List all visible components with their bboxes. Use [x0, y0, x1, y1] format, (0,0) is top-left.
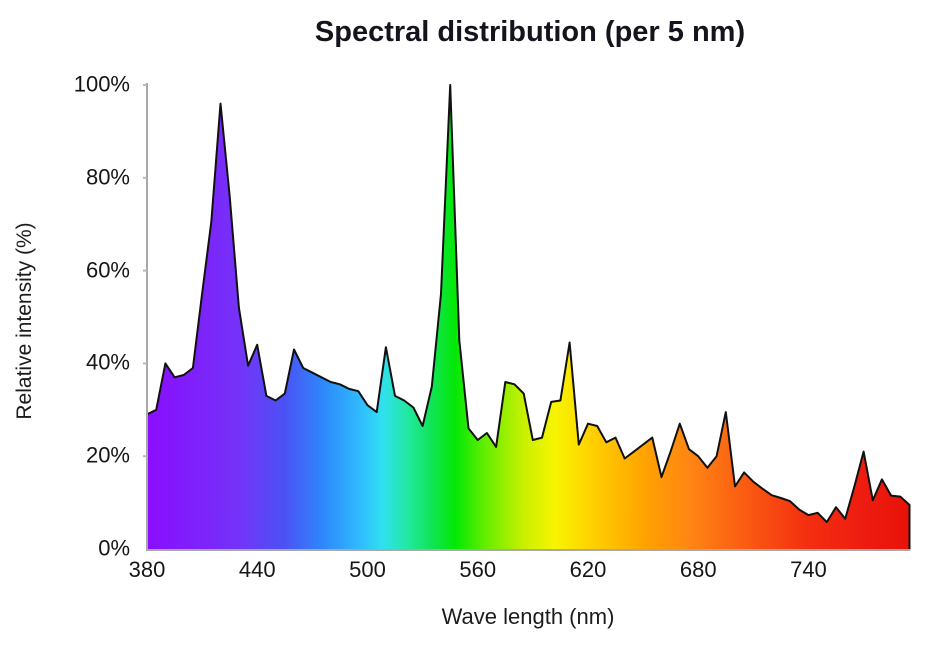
- spectral-outline: [146, 84, 911, 550]
- y-tick-label: 0%: [98, 535, 130, 561]
- y-tick-label: 40%: [85, 349, 130, 375]
- x-axis-title: Wave length (nm): [441, 604, 615, 629]
- y-tick-label: 60%: [85, 257, 130, 283]
- y-tick-label: 20%: [85, 442, 130, 468]
- y-tick-label: 80%: [85, 164, 130, 190]
- x-tick-label: 380: [128, 557, 166, 582]
- chart-title: Spectral distribution (per 5 nm): [314, 16, 746, 48]
- x-tick-label: 740: [790, 557, 827, 582]
- x-tick-label: 440: [238, 557, 276, 582]
- spectral-area: [147, 85, 910, 549]
- y-axis-title: Relative intensity (%): [13, 222, 36, 420]
- x-tick-label: 620: [569, 557, 607, 582]
- y-tick-label: 100%: [73, 71, 130, 97]
- x-tick-label: 500: [349, 557, 386, 582]
- x-tick-label: 560: [459, 557, 497, 582]
- x-tick-label: 680: [679, 557, 717, 582]
